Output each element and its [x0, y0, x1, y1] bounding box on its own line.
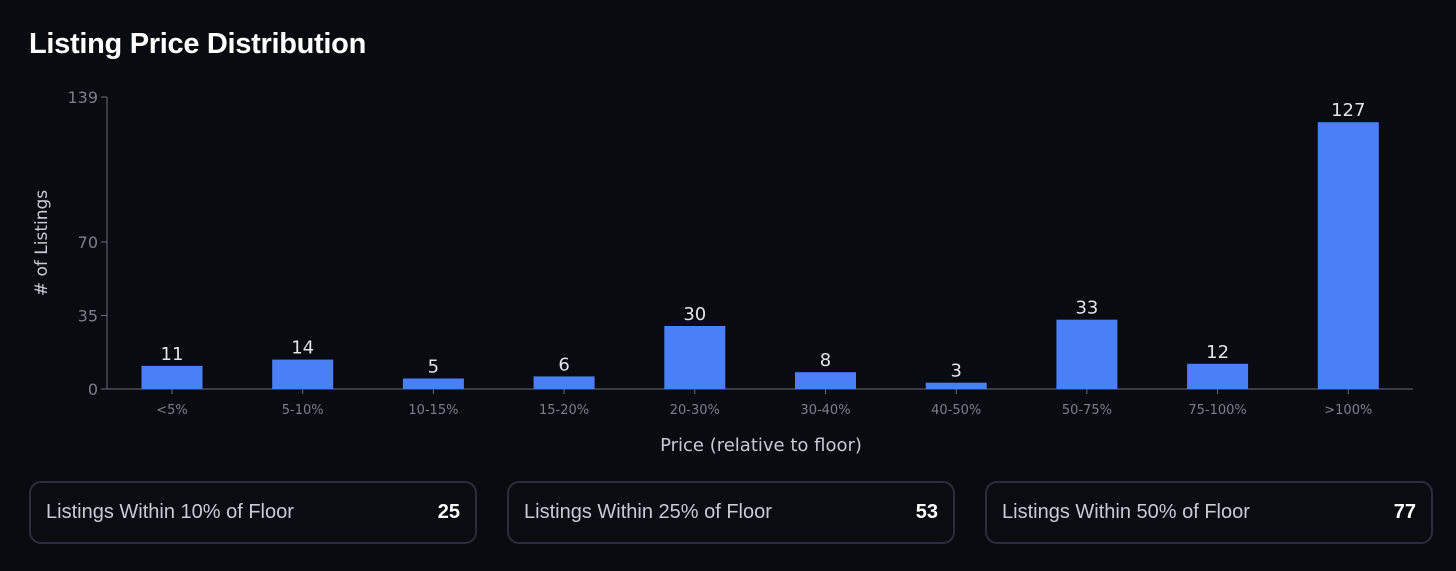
x-tick-label: 5-10% — [282, 403, 324, 418]
summary-card-value: 53 — [915, 501, 938, 523]
summary-card-10pct: Listings Within 10% of Floor 25 — [29, 481, 477, 544]
y-axis-title: # of Listings — [32, 190, 52, 296]
bar — [533, 376, 595, 389]
summary-cards: Listings Within 10% of Floor 25 Listings… — [29, 481, 1434, 544]
bar — [141, 365, 203, 389]
x-tick-label: 40-50% — [931, 403, 981, 418]
chart-title: Listing Price Distribution — [29, 28, 367, 60]
bar — [664, 325, 726, 389]
summary-card-value: 25 — [437, 501, 460, 523]
y-tick-label: 35 — [78, 306, 98, 325]
summary-card-label: Listings Within 10% of Floor — [46, 501, 294, 523]
summary-card-label: Listings Within 50% of Floor — [1002, 501, 1250, 523]
x-tick-label: 20-30% — [670, 403, 720, 418]
bar-value-label: 127 — [1331, 100, 1365, 121]
bar-value-label: 11 — [161, 344, 184, 365]
x-tick-label: <5% — [156, 403, 188, 418]
y-tick-label: 0 — [88, 380, 98, 399]
summary-card-label: Listings Within 25% of Floor — [524, 501, 772, 523]
bar — [402, 378, 464, 389]
y-tick-label: 70 — [78, 233, 98, 252]
x-tick-label: >100% — [1324, 403, 1372, 418]
x-tick-label: 50-75% — [1062, 403, 1112, 418]
x-tick-label: 10-15% — [408, 403, 458, 418]
x-axis-title: Price (relative to floor) — [660, 435, 862, 456]
summary-card-50pct: Listings Within 50% of Floor 77 — [985, 481, 1433, 544]
bar — [925, 382, 987, 389]
bar-value-label: 33 — [1075, 298, 1098, 319]
bar — [1317, 122, 1379, 390]
x-tick-label: 15-20% — [539, 403, 589, 418]
bar — [272, 359, 334, 389]
bar-value-label: 5 — [428, 356, 439, 377]
summary-card-value: 77 — [1393, 501, 1416, 523]
bar-value-label: 12 — [1206, 342, 1229, 363]
y-tick-label: 139 — [67, 88, 98, 107]
bar-value-label: 30 — [683, 304, 706, 325]
bar — [1187, 363, 1249, 389]
x-tick-label: 30-40% — [800, 403, 850, 418]
bar — [795, 372, 856, 389]
bar-value-label: 3 — [950, 361, 961, 382]
bar-value-label: 6 — [558, 354, 569, 375]
x-tick-label: 75-100% — [1188, 403, 1246, 418]
bar — [1056, 319, 1118, 389]
bar-value-label: 14 — [291, 338, 314, 359]
summary-card-25pct: Listings Within 25% of Floor 53 — [507, 481, 955, 544]
bar-value-label: 8 — [820, 350, 831, 371]
